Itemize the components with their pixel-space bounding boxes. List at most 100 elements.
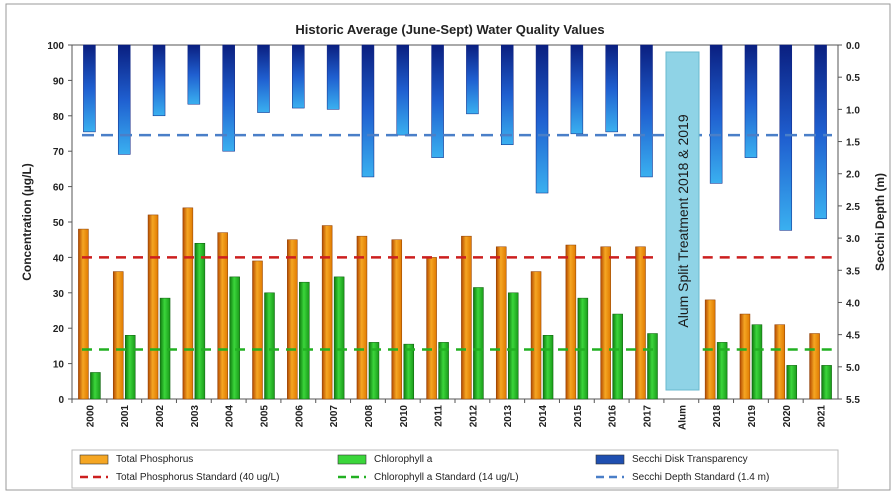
legend-label: Secchi Depth Standard (1.4 m) bbox=[632, 472, 769, 483]
chlorophyll-a-bar bbox=[194, 242, 206, 400]
y-tick-label: 40 bbox=[53, 253, 65, 264]
secchi-depth-bar bbox=[535, 44, 549, 194]
y-tick-label: 90 bbox=[53, 76, 65, 87]
secchi-depth-bar bbox=[814, 44, 827, 220]
y2-tick-label: 5.0 bbox=[846, 363, 860, 374]
y-tick-label: 20 bbox=[53, 324, 65, 335]
total-phosphorus-bar bbox=[461, 235, 472, 400]
total-phosphorus-bar bbox=[356, 235, 368, 400]
x-tick-label: 2019 bbox=[747, 405, 758, 428]
legend-swatch bbox=[595, 454, 625, 465]
y-tick-label: 80 bbox=[53, 112, 65, 123]
x-tick-label: 2017 bbox=[643, 405, 654, 428]
y-tick-label: 10 bbox=[53, 360, 65, 371]
y2-tick-label: 4.0 bbox=[846, 298, 860, 309]
chlorophyll-a-bar bbox=[507, 292, 519, 400]
secchi-depth-bar bbox=[361, 44, 375, 178]
chlorophyll-a-bar bbox=[716, 342, 728, 400]
secchi-depth-bar bbox=[640, 44, 653, 178]
chlorophyll-a-bar bbox=[473, 287, 484, 400]
total-phosphorus-bar bbox=[217, 232, 228, 400]
annotation-box bbox=[665, 51, 700, 391]
legend-label: Secchi Disk Transparency bbox=[632, 454, 748, 465]
x-tick-label: 2004 bbox=[225, 405, 236, 428]
annotation-text: Alum Split Treatment 2018 & 2019 bbox=[675, 114, 691, 327]
x-tick-label: Alum bbox=[677, 405, 688, 430]
secchi-depth-bar bbox=[500, 44, 514, 146]
secchi-depth-bar bbox=[117, 44, 131, 155]
x-tick-label: 2006 bbox=[294, 405, 305, 428]
y2-tick-label: 5.5 bbox=[846, 395, 860, 406]
chlorophyll-a-bar bbox=[751, 324, 763, 400]
chlorophyll-a-bar bbox=[612, 313, 623, 400]
chlorophyll-a-bar bbox=[368, 342, 380, 400]
x-tick-label: 2007 bbox=[329, 405, 340, 428]
secchi-depth-bar bbox=[222, 44, 235, 152]
legend-frame bbox=[71, 449, 839, 489]
total-phosphorus-bar bbox=[809, 333, 820, 400]
total-phosphorus-bar bbox=[774, 324, 786, 400]
secchi-depth-bar bbox=[570, 44, 584, 135]
chart-title: Historic Average (June-Sept) Water Quali… bbox=[295, 22, 604, 37]
y-axis-label: Concentration (µg/L) bbox=[20, 163, 34, 281]
x-tick-label: 2018 bbox=[712, 405, 723, 428]
x-tick-label: 2003 bbox=[190, 405, 201, 428]
total-phosphorus-bar bbox=[565, 244, 577, 400]
secchi-depth-bar bbox=[326, 44, 340, 110]
x-tick-label: 2011 bbox=[434, 405, 445, 427]
x-tick-label: 2013 bbox=[503, 405, 514, 428]
y2-tick-label: 0.5 bbox=[846, 73, 860, 84]
total-phosphorus-bar bbox=[739, 313, 751, 400]
total-phosphorus-bar bbox=[426, 257, 437, 400]
chlorophyll-a-bar bbox=[821, 365, 832, 400]
total-phosphorus-bar bbox=[287, 239, 298, 400]
x-tick-label: 2000 bbox=[85, 405, 96, 428]
legend-swatch bbox=[337, 454, 367, 465]
secchi-depth-bar bbox=[292, 44, 305, 109]
x-tick-label: 2010 bbox=[399, 405, 410, 428]
secchi-depth-bar bbox=[187, 44, 201, 105]
y2-tick-label: 2.0 bbox=[846, 170, 860, 181]
chlorophyll-a-bar bbox=[438, 342, 449, 400]
secchi-depth-bar bbox=[152, 44, 166, 117]
y-tick-label: 30 bbox=[53, 289, 65, 300]
y2-axis-label: Secchi Depth (m) bbox=[873, 173, 887, 271]
chlorophyll-a-bar bbox=[403, 343, 415, 400]
total-phosphorus-bar bbox=[78, 228, 89, 400]
y-tick-label: 0 bbox=[58, 395, 64, 406]
y2-tick-label: 1.5 bbox=[846, 138, 860, 149]
total-phosphorus-bar bbox=[495, 246, 507, 400]
y-tick-label: 100 bbox=[47, 41, 64, 52]
x-tick-label: 2005 bbox=[260, 405, 271, 428]
x-tick-label: 2020 bbox=[782, 405, 793, 428]
total-phosphorus-bar bbox=[321, 225, 333, 400]
legend: Total Phosphorus Chlorophyll a Secchi Disk… bbox=[71, 449, 839, 489]
legend-label: Total Phosphorus Standard (40 ug/L) bbox=[116, 472, 279, 483]
secchi-depth-bar bbox=[709, 44, 723, 184]
secchi-depth-bar bbox=[779, 44, 793, 231]
x-tick-label: 2002 bbox=[155, 405, 166, 428]
y2-tick-label: 1.0 bbox=[846, 105, 860, 116]
chlorophyll-a-bar bbox=[124, 335, 136, 400]
chlorophyll-a-bar bbox=[264, 292, 275, 400]
total-phosphorus-bar bbox=[600, 246, 611, 400]
x-tick-label: 2012 bbox=[468, 405, 479, 428]
chlorophyll-a-bar bbox=[90, 372, 101, 400]
total-phosphorus-bar bbox=[147, 214, 159, 400]
x-tick-label: 2014 bbox=[538, 405, 549, 428]
secchi-depth-bar bbox=[83, 44, 96, 133]
legend-swatch bbox=[79, 454, 109, 465]
y2-tick-label: 0.0 bbox=[846, 41, 860, 52]
total-phosphorus-bar bbox=[112, 271, 124, 400]
y-tick-label: 50 bbox=[53, 218, 65, 229]
chlorophyll-a-bar bbox=[647, 333, 658, 400]
y2-tick-label: 4.5 bbox=[846, 331, 860, 342]
chlorophyll-a-bar bbox=[333, 276, 345, 400]
y2-tick-label: 3.5 bbox=[846, 266, 860, 277]
legend-label: Total Phosphorus bbox=[116, 454, 193, 465]
secchi-depth-bar bbox=[396, 44, 410, 136]
secchi-depth-bar bbox=[605, 44, 618, 133]
y-tick-label: 70 bbox=[53, 147, 65, 158]
